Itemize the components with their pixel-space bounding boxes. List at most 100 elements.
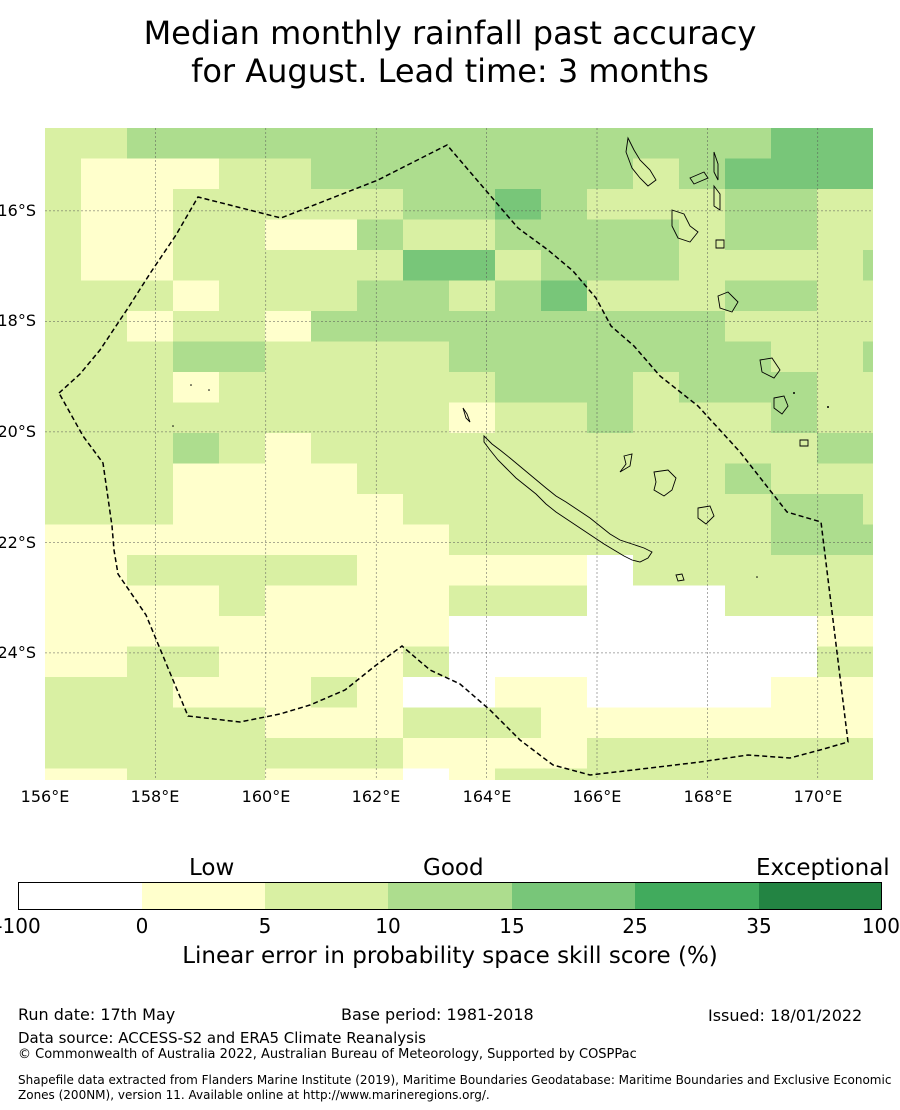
grid-cell — [81, 738, 128, 770]
grid-cell — [587, 768, 634, 780]
grid-cell — [173, 494, 220, 526]
colorbar-box-5 — [635, 882, 759, 910]
grid-cell — [863, 311, 873, 343]
grid-cell — [725, 158, 772, 190]
grid-cell — [357, 494, 404, 526]
grid-cell — [495, 463, 542, 495]
grid-cell — [45, 219, 82, 251]
grid-cell — [679, 189, 726, 221]
grid-cell — [771, 616, 818, 648]
maewo-island — [713, 151, 719, 181]
grid-cell — [725, 219, 772, 251]
grid-cell — [127, 616, 174, 648]
grid-cell — [311, 280, 358, 312]
grid-cell — [81, 311, 128, 343]
copyright: © Commonwealth of Australia 2022, Austra… — [18, 1047, 637, 1062]
grid-cell — [219, 433, 266, 465]
grid-cell — [127, 738, 174, 770]
lon-label-170e: 170°E — [793, 787, 843, 806]
grid-cell — [771, 128, 818, 160]
run-date: Run date: 17th May — [18, 1005, 176, 1024]
grid-cell — [219, 646, 266, 678]
grid-cell — [771, 250, 818, 282]
grid-cell — [81, 768, 128, 780]
grid-cell — [725, 341, 772, 373]
grid-cell — [863, 189, 873, 221]
grid-cell — [863, 768, 873, 780]
grid-cell — [265, 372, 312, 404]
grid-cell — [173, 768, 220, 780]
grid-cell — [771, 677, 818, 709]
epi-island — [715, 239, 725, 249]
grid-cell — [863, 280, 873, 312]
grid-cell — [495, 250, 542, 282]
grid-cell — [81, 372, 128, 404]
ambae-island — [689, 171, 709, 185]
grid-cell — [495, 128, 542, 160]
grid-cell — [219, 463, 266, 495]
grid-cell — [725, 402, 772, 434]
grid-cell — [633, 219, 680, 251]
grid-cell — [403, 555, 450, 587]
grid-cell — [45, 189, 82, 221]
grid-cell — [81, 524, 128, 556]
grid-cell — [127, 189, 174, 221]
grid-cell — [219, 768, 266, 780]
grid-cell — [219, 494, 266, 526]
grid-cell — [173, 585, 220, 617]
grid-cell — [817, 585, 864, 617]
grid-cell — [311, 768, 358, 780]
grid-cell — [357, 768, 404, 780]
grid-cell — [45, 585, 82, 617]
chesterfield-islet-3 — [172, 425, 174, 427]
grid-cell — [403, 738, 450, 770]
grid-cell — [403, 341, 450, 373]
grid-cell — [633, 372, 680, 404]
grid-cell — [587, 372, 634, 404]
grid-cell — [81, 250, 128, 282]
grid-cell — [311, 128, 358, 160]
lat-label-20s: 20°S — [0, 422, 36, 441]
grid-cell — [81, 128, 128, 160]
grid-cell — [449, 555, 496, 587]
data-source: Data source: ACCESS-S2 and ERA5 Climate … — [18, 1029, 426, 1047]
grid-cell — [633, 738, 680, 770]
grid-cell — [679, 219, 726, 251]
grid-cell — [725, 189, 772, 221]
grid-cell — [127, 219, 174, 251]
lat-label-16s: 16°S — [0, 201, 36, 220]
grid-cell — [127, 341, 174, 373]
grid-cell — [541, 677, 588, 709]
grid-cell — [495, 280, 542, 312]
grid-cell — [771, 585, 818, 617]
grid-cell — [311, 219, 358, 251]
grid-cell — [449, 372, 496, 404]
grid-cell — [679, 158, 726, 190]
lon-label-162e: 162°E — [351, 787, 401, 806]
grid-cell — [219, 555, 266, 587]
lifou-island — [653, 469, 677, 497]
grid-cell — [863, 158, 873, 190]
belep-islands — [462, 407, 471, 423]
grid-cell — [679, 341, 726, 373]
malekula-island — [671, 209, 699, 243]
grid-cell — [541, 738, 588, 770]
grid-cell — [771, 158, 818, 190]
grid-cell — [173, 463, 220, 495]
grid-cell — [219, 280, 266, 312]
grid-cell — [679, 463, 726, 495]
grid-cell — [127, 402, 174, 434]
grid-cell — [863, 250, 873, 282]
grid-cell — [633, 280, 680, 312]
grid-cell — [357, 433, 404, 465]
grid-cell — [449, 341, 496, 373]
chart-title: Median monthly rainfall past accuracy fo… — [0, 14, 900, 90]
grid-cell — [541, 616, 588, 648]
grid-cell — [817, 433, 864, 465]
grid-cell — [771, 372, 818, 404]
grid-cell — [173, 372, 220, 404]
grid-cell — [633, 128, 680, 160]
grid-cell — [587, 494, 634, 526]
grid-cell — [81, 402, 128, 434]
grid-cell — [725, 250, 772, 282]
